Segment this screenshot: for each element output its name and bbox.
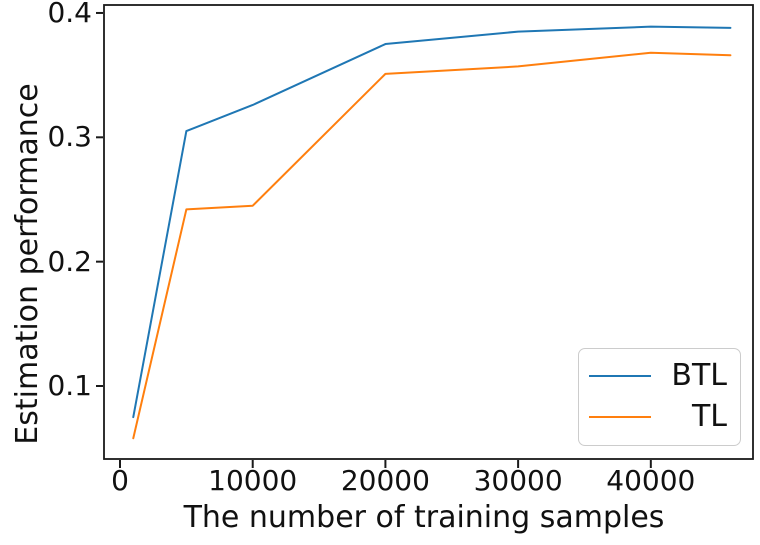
y-tick-label: 0.4	[47, 0, 92, 29]
legend-entry-tl: TL	[579, 396, 740, 437]
legend-label-btl: BTL	[671, 357, 727, 393]
legend-line-tl	[589, 415, 651, 418]
series-line-btl	[132, 25, 732, 419]
x-tick-label: 30000	[473, 464, 563, 497]
x-tick-label: 20000	[340, 464, 430, 497]
legend-entry-btl: BTL	[579, 355, 740, 396]
x-axis-label: The number of training samples	[183, 500, 665, 535]
axis-spines	[103, 4, 754, 460]
legend: BTL TL	[578, 348, 741, 446]
y-tick-label: 0.3	[47, 120, 92, 154]
x-tick-label: 40000	[606, 464, 696, 497]
series-lines	[132, 25, 732, 440]
legend-label-tl: TL	[691, 398, 727, 434]
tick-marks	[96, 11, 652, 468]
y-axis-label: Estimation performance	[10, 83, 45, 445]
series-line-tl	[132, 51, 732, 440]
x-tick-label: 10000	[208, 464, 298, 497]
legend-line-btl	[589, 374, 651, 377]
y-tick-label: 0.2	[47, 244, 92, 278]
y-tick-label: 0.1	[47, 369, 92, 402]
x-tick-label: 0	[111, 464, 129, 497]
